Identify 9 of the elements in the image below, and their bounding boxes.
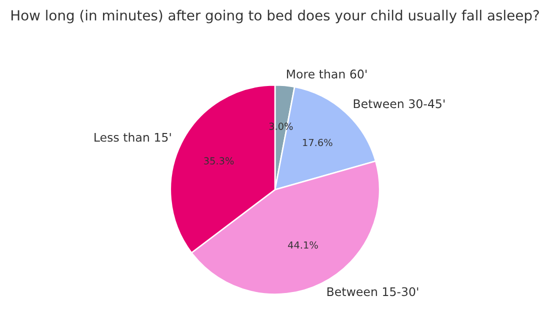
slice-label: More than 60' (286, 69, 367, 78)
chart-title: How long (in minutes) after going to bed does your child usually fall asleep? (11, 10, 539, 24)
data-label: 44.1% (288, 241, 318, 249)
slice-label: Less than 15' (94, 132, 171, 142)
data-label: 17.6% (303, 138, 332, 146)
slice-label: Between 30-45' (354, 99, 445, 108)
data-label: 3.0% (269, 122, 293, 130)
data-label: 35.3% (204, 157, 234, 165)
slice-label: Between 15-30' (327, 287, 418, 296)
